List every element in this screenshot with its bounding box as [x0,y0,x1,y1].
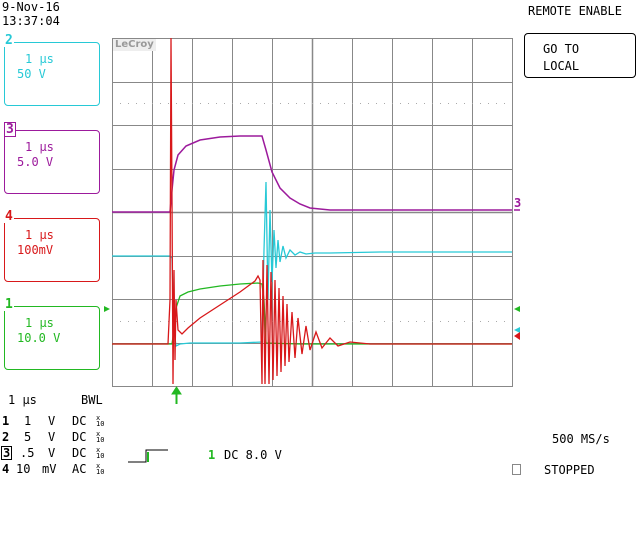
timebase-label: 1 µs [8,393,37,407]
row-4-probe: x 10 [96,462,105,476]
channel-4-number: 4 [4,209,14,224]
channel-2-scale: 50 V [17,67,46,81]
channel-1-timebase: 1 µs [25,316,54,330]
channel-3-settings-row: 3 .5 V DC x 10 [1,446,112,460]
row-1-coupling: DC [72,414,87,428]
channel-3-box[interactable]: 3 1 µs 5.0 V [4,122,100,194]
channel-2-settings-row: 2 5 V DC x 10 [2,430,112,444]
channel-2-number: 2 [4,33,14,48]
channel-2-trace [112,181,512,347]
trigger-slope-icon [128,449,168,463]
row-3-channel: 3 [1,446,13,460]
row-4-value: 10 [16,462,31,476]
acquisition-status: STOPPED [544,463,595,477]
trigger-position-icon [171,386,182,404]
row-4-channel: 4 [2,462,10,476]
channel-1-number: 1 [4,297,14,312]
channel-1-right-marker [514,306,520,312]
channel-1-left-marker [104,306,110,312]
scope-display[interactable]: 3 [0,0,640,480]
channel-4-settings-row: 4 10 mV AC x 10 [2,462,112,476]
row-2-coupling: DC [72,430,87,444]
channel-1-settings-row: 1 1 V DC x 10 [2,414,112,428]
graticule-dots [120,103,510,322]
channel-3-number: 3 [4,122,16,137]
remote-status: REMOTE ENABLE [528,4,622,18]
channel-2-box[interactable]: 2 1 µs 50 V [4,34,100,106]
row-3-probe: x 10 [96,446,105,460]
go-to-local-button[interactable]: GO TO LOCAL [524,33,636,78]
go-to-local-line2: LOCAL [543,59,580,73]
row-3-unit: V [48,446,56,460]
channel-4-scale: 100mV [17,243,54,257]
trigger-level: DC 8.0 V [224,448,282,462]
go-to-local-line1: GO TO [543,42,580,56]
channel-3-right-marker: 3 [514,196,521,210]
row-1-probe: x 10 [96,414,105,428]
bwl-label: BWL [81,393,103,407]
channel-3-scale: 5.0 V [17,155,54,169]
time-label: 13:37:04 [2,14,60,28]
row-2-value: 5 [24,430,32,444]
date-label: 9-Nov-16 [2,0,60,14]
channel-2-timebase: 1 µs [25,52,54,66]
channel-3-timebase: 1 µs [25,140,54,154]
channel-4-timebase: 1 µs [25,228,54,242]
channel-4-right-marker [514,332,520,340]
row-1-unit: V [48,414,56,428]
row-3-coupling: DC [72,446,87,460]
row-3-value: .5 [20,446,35,460]
row-4-unit: mV [42,462,57,476]
row-1-channel: 1 [2,414,10,428]
row-1-value: 1 [24,414,32,428]
channel-1-scale: 10.0 V [17,331,61,345]
sample-rate: 500 MS/s [552,432,610,446]
row-2-unit: V [48,430,56,444]
channel-1-box[interactable]: 1 1 µs 10.0 V [4,298,100,370]
row-2-probe: x 10 [96,430,105,444]
trigger-channel: 1 [208,448,216,462]
lecroy-logo: LeCroy [113,39,156,51]
channel-4-box[interactable]: 4 1 µs 100mV [4,210,100,282]
row-4-coupling: AC [72,462,87,476]
channel-4-trace [112,37,512,385]
row-2-channel: 2 [2,430,10,444]
channel-3-trace [112,135,512,213]
acquisition-status-icon [512,464,521,475]
channel-2-right-marker [514,327,520,333]
